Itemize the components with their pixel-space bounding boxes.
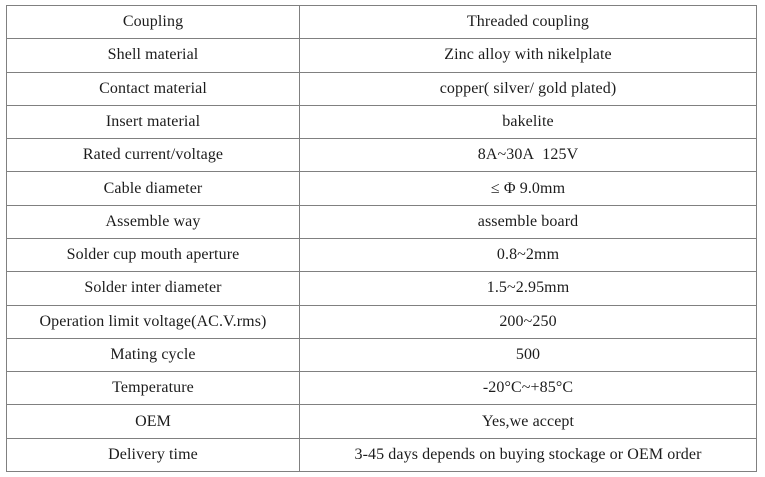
spec-value-cell: 3-45 days depends on buying stockage or … xyxy=(299,437,757,473)
spec-value-cell: 500 xyxy=(299,337,757,373)
spec-table-body: Coupling Threaded coupling Shell material Z… xyxy=(6,4,757,473)
table-row: Assemble way assemble board xyxy=(6,204,757,239)
spec-value-cell: ≤ Φ 9.0mm xyxy=(299,171,757,206)
spec-label-cell: Insert material xyxy=(6,104,300,140)
spec-value-cell: 200~250 xyxy=(299,304,757,339)
spec-label-cell: Delivery time xyxy=(6,437,300,473)
spec-label-cell: OEM xyxy=(6,404,300,439)
table-row: Contact material copper( silver/ gold pla… xyxy=(6,71,757,106)
spec-label-cell: Temperature xyxy=(6,371,300,406)
spec-value-cell: bakelite xyxy=(299,104,757,140)
table-row: Mating cycle 500 xyxy=(6,337,757,373)
spec-value-cell: copper( silver/ gold plated) xyxy=(299,71,757,106)
spec-label-cell: Contact material xyxy=(6,71,300,106)
spec-label-cell: Solder inter diameter xyxy=(6,271,300,306)
table-row: OEM Yes,we accept xyxy=(6,404,757,439)
spec-label-cell: Assemble way xyxy=(6,204,300,239)
spec-value-cell: assemble board xyxy=(299,204,757,239)
spec-value-cell: Threaded coupling xyxy=(299,4,757,40)
table-row: Delivery time 3-45 days depends on buying… xyxy=(6,437,757,473)
table-row: Cable diameter ≤ Φ 9.0mm xyxy=(6,171,757,206)
spec-label-cell: Coupling xyxy=(6,4,300,40)
spec-label-cell: Shell material xyxy=(6,38,300,73)
table-row: Coupling Threaded coupling xyxy=(6,4,757,40)
spec-value-cell: -20°C~+85°C xyxy=(299,371,757,406)
table-row: Insert material bakelite xyxy=(6,104,757,140)
spec-value-cell: Zinc alloy with nikelplate xyxy=(299,38,757,73)
spec-value-cell: 1.5~2.95mm xyxy=(299,271,757,306)
spec-label-cell: Rated current/voltage xyxy=(6,138,300,173)
spec-value-cell: 0.8~2mm xyxy=(299,237,757,273)
spec-value-cell: 8A~30A 125V xyxy=(299,138,757,173)
spec-label-cell: Cable diameter xyxy=(6,171,300,206)
table-row: Solder cup mouth aperture 0.8~2mm xyxy=(6,237,757,273)
table-row: Solder inter diameter 1.5~2.95mm xyxy=(6,271,757,306)
spec-label-cell: Solder cup mouth aperture xyxy=(6,237,300,273)
table-row: Rated current/voltage 8A~30A 125V xyxy=(6,138,757,173)
spec-label-cell: Mating cycle xyxy=(6,337,300,373)
table-row: Operation limit voltage(AC.V.rms) 200~250 xyxy=(6,304,757,339)
spec-value-cell: Yes,we accept xyxy=(299,404,757,439)
spec-label-cell: Operation limit voltage(AC.V.rms) xyxy=(6,304,300,339)
table-row: Temperature -20°C~+85°C xyxy=(6,371,757,406)
table-row: Shell material Zinc alloy with nikelplate xyxy=(6,38,757,73)
product-spec-table: Coupling Threaded coupling Shell material Z… xyxy=(6,4,757,473)
